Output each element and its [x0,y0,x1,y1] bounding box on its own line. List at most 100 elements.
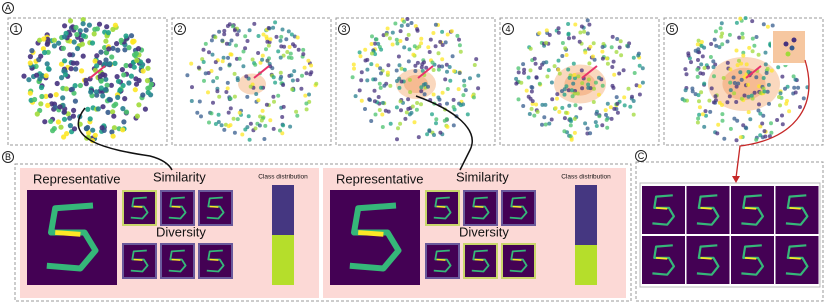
embedding-dot [516,97,521,102]
embedding-dot [560,105,565,110]
embedding-dot [398,99,403,104]
embedding-dot [695,67,700,72]
embedding-dot [261,32,266,37]
embedding-dot [196,65,201,70]
embedding-dot [568,123,573,128]
embedding-dot [289,56,294,60]
digit-stroke [696,244,720,276]
embedding-dot [612,72,617,77]
embedding-dot [452,69,457,74]
embedding-dot [57,104,63,110]
embedding-dot [530,99,535,104]
embedding-dot [67,52,73,58]
embedding-dot [370,34,374,39]
embedding-dot [268,37,273,42]
embedding-dot [596,92,601,97]
thumbnail [160,243,195,279]
embedding-dot [569,137,574,142]
embedding-dot [278,55,283,60]
embedding-dot [241,64,246,69]
embedding-dot [71,107,77,113]
digit-highlight [789,207,801,210]
embedding-dot [241,49,246,54]
section-label: B [5,152,11,162]
embedding-dot [292,69,297,74]
embedding-dot [148,81,154,87]
embedding-dot [461,93,466,98]
embedding-dot [109,129,115,135]
embedding-dot [514,76,519,81]
embedding-dot [202,78,206,83]
embedding-dot [357,50,362,55]
embedding-dot [382,83,387,88]
embedding-dot [532,113,537,118]
embedding-dot [42,119,48,125]
embedding-dot [140,68,146,74]
embedding-dot [93,89,99,95]
embedding-dot [402,45,407,50]
digit-highlight [436,205,446,208]
embedding-dot [274,34,279,39]
embedding-dot [600,45,605,49]
connector [735,59,810,179]
inset-dot [789,45,795,51]
digit-highlight [171,258,181,261]
embedding-dot [121,119,127,125]
embedding-dot [578,106,583,111]
embedding-dot [38,53,44,59]
embedding-dot [45,102,51,108]
embedding-dot [110,45,116,52]
embedding-dot [290,87,295,92]
embedding-dot [74,60,80,66]
embedding-dot [419,102,423,107]
embedding-dot [369,42,374,46]
inset-dot [783,41,789,47]
embedding-dot [406,106,411,111]
embedding-dot [472,63,477,67]
embedding-dot [358,54,363,59]
embedding-dot [43,93,49,99]
embedding-dot [74,31,80,38]
embedding-dot [100,93,106,99]
embedding-dot [359,98,364,103]
embedding-dot [556,30,561,35]
embedding-dot [21,73,27,79]
digit-stroke [652,244,675,276]
embedding-dot [720,31,725,36]
embedding-dot [264,47,268,52]
embedding-dot [792,85,797,90]
embedding-dot [102,87,109,93]
embedding-dot [229,52,234,57]
embedding-dot [712,74,716,79]
embedding-dot [309,70,314,75]
embedding-dot [67,123,73,129]
digit-stroke [168,196,187,220]
embedding-dot [220,38,225,43]
embedding-dot [72,98,78,104]
embedding-dot [528,46,533,51]
embedding-dot [594,111,599,116]
embedding-dot [103,76,109,82]
embedding-dot [585,126,590,131]
embedding-dot [92,132,98,138]
digit-highlight [436,258,446,261]
step-label: 2 [177,24,182,34]
digit-highlight [700,207,712,210]
embedding-dot [798,105,802,109]
layer: 1 2 3 4 5 Representative Similarity Diversity Cl… [10,16,819,285]
embedding-dot [535,109,540,114]
embedding-dot [432,133,436,137]
gallery-image [731,186,774,234]
embedding-dot [278,38,283,43]
embedding-dot [622,95,627,100]
embedding-dot [294,109,299,114]
embedding-dot [711,59,716,64]
embedding-dot [769,121,773,126]
embedding-dot [398,121,403,126]
thumbnail [425,243,460,279]
embedding-dot [222,127,227,132]
embedding-dot [377,108,382,112]
embedding-dot [63,72,69,78]
embedding-dot [621,68,626,73]
embedding-dot [740,35,745,40]
